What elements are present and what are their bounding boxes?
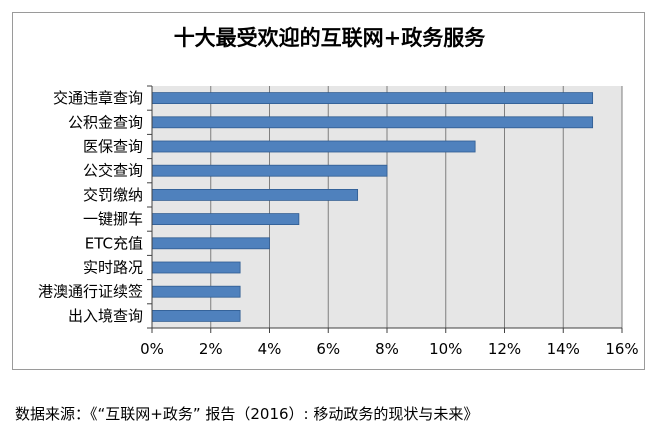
x-tick-label: 4% — [258, 340, 282, 358]
x-tick-label: 12% — [488, 340, 521, 358]
x-tick-label: 6% — [316, 340, 340, 358]
source-note: 数据来源：《“互联网+政务” 报告（2016）: 移动政务的现状与未来》 — [15, 405, 479, 423]
bar — [151, 261, 241, 274]
bar — [151, 237, 270, 250]
bar — [151, 140, 476, 153]
category-label: 公交查询 — [83, 162, 143, 180]
category-label: 交通违章查询 — [53, 89, 143, 107]
category-label: 交罚缴纳 — [83, 186, 143, 204]
category-label: 公积金查询 — [68, 113, 143, 131]
chart-title: 十大最受欢迎的互联网+政务服务 — [173, 25, 486, 50]
x-tick-label: 16% — [605, 340, 638, 358]
bar — [151, 213, 300, 226]
bar — [151, 188, 359, 201]
x-tick-label: 14% — [547, 340, 580, 358]
x-tick-label: 10% — [429, 340, 462, 358]
x-tick-label: 0% — [140, 340, 164, 358]
category-label: 医保查询 — [83, 138, 143, 156]
category-label: 港澳通行证续签 — [38, 283, 143, 301]
bar — [151, 116, 594, 129]
bar — [151, 285, 241, 298]
category-label: 出入境查询 — [68, 307, 143, 325]
bar — [151, 92, 594, 104]
category-label: ETC充值 — [85, 234, 143, 252]
x-tick-label: 2% — [199, 340, 223, 358]
category-label: 实时路况 — [83, 259, 143, 277]
bar — [151, 309, 241, 322]
bar — [151, 164, 388, 177]
x-tick-label: 8% — [375, 340, 399, 358]
category-label: 一键挪车 — [83, 210, 143, 228]
